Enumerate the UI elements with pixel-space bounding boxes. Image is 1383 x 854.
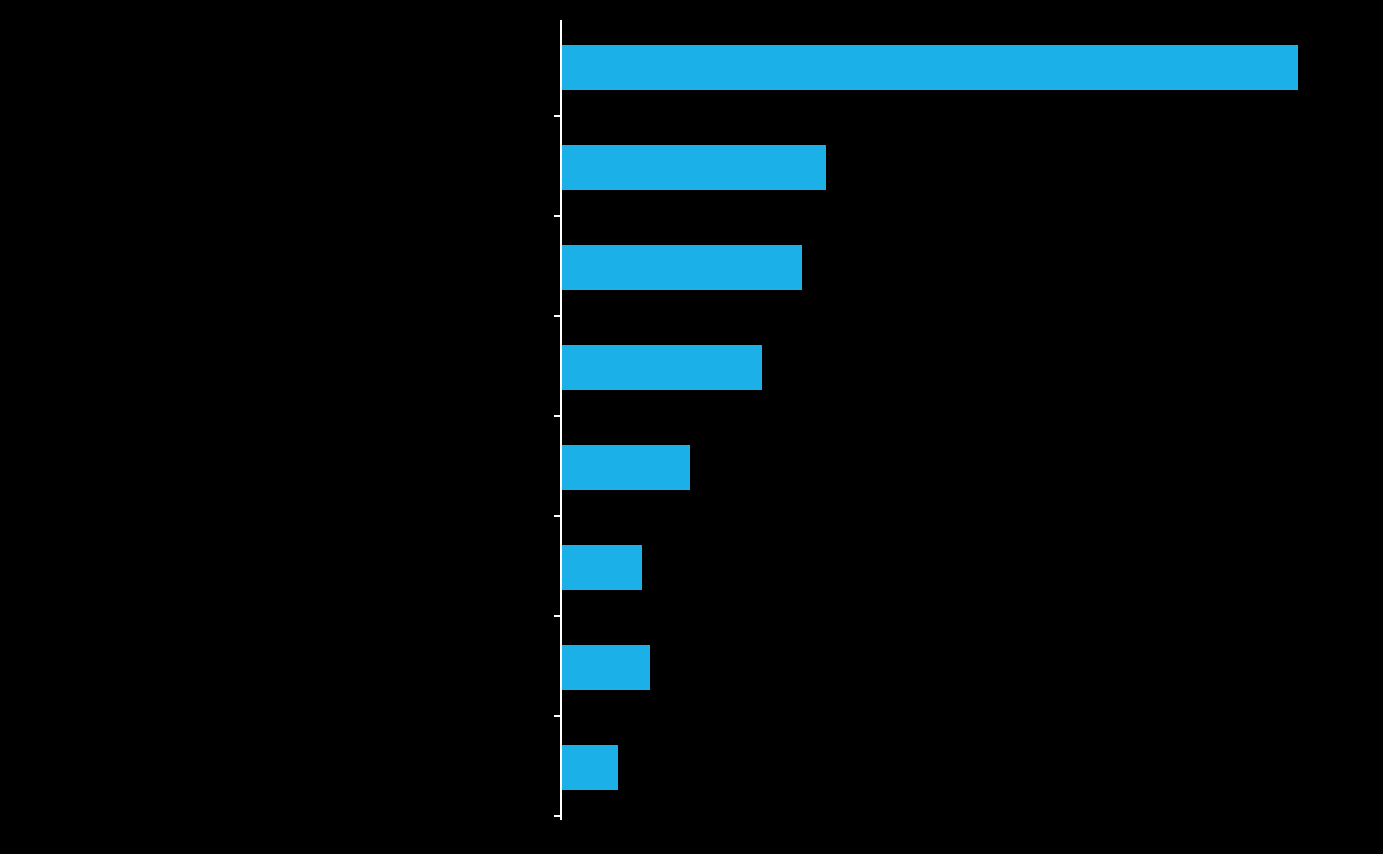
bar [562, 245, 802, 290]
bar [562, 645, 650, 690]
axis-tick [554, 415, 560, 417]
y-axis [560, 20, 562, 820]
bar [562, 545, 642, 590]
bar [562, 145, 826, 190]
axis-tick [554, 115, 560, 117]
bar [562, 45, 1298, 90]
bar [562, 345, 762, 390]
axis-tick [554, 215, 560, 217]
chart-area [560, 20, 1360, 820]
axis-tick [554, 515, 560, 517]
axis-tick [554, 315, 560, 317]
axis-tick [554, 815, 560, 817]
bar [562, 745, 618, 790]
axis-tick [554, 715, 560, 717]
axis-tick [554, 615, 560, 617]
bar [562, 445, 690, 490]
